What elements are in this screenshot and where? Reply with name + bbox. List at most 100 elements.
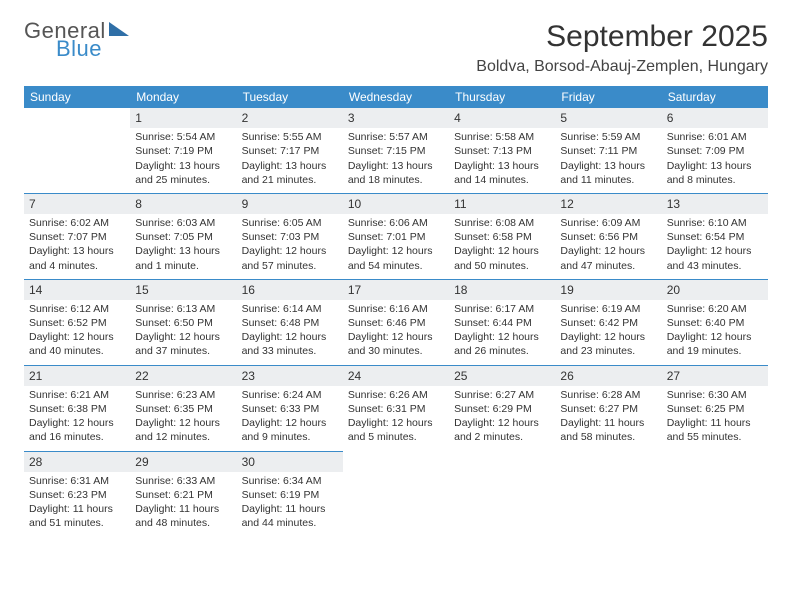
calendar-cell: 11Sunrise: 6:08 AMSunset: 6:58 PMDayligh… <box>449 193 555 279</box>
calendar-cell: 5Sunrise: 5:59 AMSunset: 7:11 PMDaylight… <box>555 108 661 193</box>
sunset-text: Sunset: 6:58 PM <box>454 230 550 244</box>
daylight-text: and 33 minutes. <box>242 344 338 358</box>
calendar-cell: 9Sunrise: 6:05 AMSunset: 7:03 PMDaylight… <box>237 193 343 279</box>
day-number: 20 <box>662 280 768 300</box>
sunset-text: Sunset: 6:40 PM <box>667 316 763 330</box>
daylight-text: Daylight: 12 hours <box>348 330 444 344</box>
daylight-text: Daylight: 13 hours <box>29 244 125 258</box>
calendar-cell: 2Sunrise: 5:55 AMSunset: 7:17 PMDaylight… <box>237 108 343 193</box>
daylight-text: Daylight: 13 hours <box>135 159 231 173</box>
calendar-cell: 8Sunrise: 6:03 AMSunset: 7:05 PMDaylight… <box>130 193 236 279</box>
sunrise-text: Sunrise: 6:21 AM <box>29 388 125 402</box>
daylight-text: and 54 minutes. <box>348 259 444 273</box>
daylight-text: and 50 minutes. <box>454 259 550 273</box>
daylight-text: and 25 minutes. <box>135 173 231 187</box>
daylight-text: and 21 minutes. <box>242 173 338 187</box>
calendar-cell: 20Sunrise: 6:20 AMSunset: 6:40 PMDayligh… <box>662 279 768 365</box>
calendar-cell: 23Sunrise: 6:24 AMSunset: 6:33 PMDayligh… <box>237 365 343 451</box>
sunset-text: Sunset: 6:52 PM <box>29 316 125 330</box>
calendar-cell: 4Sunrise: 5:58 AMSunset: 7:13 PMDaylight… <box>449 108 555 193</box>
daylight-text: Daylight: 13 hours <box>348 159 444 173</box>
day-number: 25 <box>449 366 555 386</box>
daylight-text: Daylight: 12 hours <box>29 330 125 344</box>
day-number: 6 <box>662 108 768 128</box>
calendar-cell: 28Sunrise: 6:31 AMSunset: 6:23 PMDayligh… <box>24 451 130 536</box>
weekday-header: Sunday <box>24 86 130 108</box>
day-number: 26 <box>555 366 661 386</box>
calendar-cell <box>24 108 130 193</box>
sunset-text: Sunset: 6:23 PM <box>29 488 125 502</box>
sunset-text: Sunset: 6:42 PM <box>560 316 656 330</box>
calendar-row: 14Sunrise: 6:12 AMSunset: 6:52 PMDayligh… <box>24 279 768 365</box>
day-number: 11 <box>449 194 555 214</box>
sunrise-text: Sunrise: 6:19 AM <box>560 302 656 316</box>
sunrise-text: Sunrise: 6:27 AM <box>454 388 550 402</box>
day-number: 18 <box>449 280 555 300</box>
daylight-text: and 11 minutes. <box>560 173 656 187</box>
calendar-cell: 25Sunrise: 6:27 AMSunset: 6:29 PMDayligh… <box>449 365 555 451</box>
sunset-text: Sunset: 7:09 PM <box>667 144 763 158</box>
sunrise-text: Sunrise: 6:02 AM <box>29 216 125 230</box>
daylight-text: Daylight: 12 hours <box>135 330 231 344</box>
daylight-text: and 51 minutes. <box>29 516 125 530</box>
daylight-text: Daylight: 12 hours <box>242 330 338 344</box>
calendar-cell: 19Sunrise: 6:19 AMSunset: 6:42 PMDayligh… <box>555 279 661 365</box>
sunset-text: Sunset: 6:33 PM <box>242 402 338 416</box>
day-number: 13 <box>662 194 768 214</box>
day-number: 27 <box>662 366 768 386</box>
day-number: 5 <box>555 108 661 128</box>
calendar-cell <box>449 451 555 536</box>
daylight-text: Daylight: 11 hours <box>560 416 656 430</box>
sunrise-text: Sunrise: 6:14 AM <box>242 302 338 316</box>
sunset-text: Sunset: 6:25 PM <box>667 402 763 416</box>
sunrise-text: Sunrise: 5:54 AM <box>135 130 231 144</box>
sunset-text: Sunset: 6:54 PM <box>667 230 763 244</box>
daylight-text: Daylight: 13 hours <box>454 159 550 173</box>
calendar-row: 28Sunrise: 6:31 AMSunset: 6:23 PMDayligh… <box>24 451 768 536</box>
weekday-header: Thursday <box>449 86 555 108</box>
sunset-text: Sunset: 6:35 PM <box>135 402 231 416</box>
sunrise-text: Sunrise: 6:13 AM <box>135 302 231 316</box>
page-header: General Blue September 2025 Boldva, Bors… <box>24 20 768 76</box>
sunrise-text: Sunrise: 6:34 AM <box>242 474 338 488</box>
daylight-text: Daylight: 13 hours <box>242 159 338 173</box>
sunset-text: Sunset: 7:17 PM <box>242 144 338 158</box>
daylight-text: and 37 minutes. <box>135 344 231 358</box>
day-number: 23 <box>237 366 343 386</box>
daylight-text: and 9 minutes. <box>242 430 338 444</box>
sunset-text: Sunset: 6:46 PM <box>348 316 444 330</box>
weekday-header: Monday <box>130 86 236 108</box>
daylight-text: Daylight: 11 hours <box>667 416 763 430</box>
sunset-text: Sunset: 7:05 PM <box>135 230 231 244</box>
sunrise-text: Sunrise: 6:26 AM <box>348 388 444 402</box>
daylight-text: Daylight: 12 hours <box>560 330 656 344</box>
daylight-text: Daylight: 12 hours <box>135 416 231 430</box>
calendar-cell: 1Sunrise: 5:54 AMSunset: 7:19 PMDaylight… <box>130 108 236 193</box>
sunrise-text: Sunrise: 6:28 AM <box>560 388 656 402</box>
day-number: 22 <box>130 366 236 386</box>
day-number: 4 <box>449 108 555 128</box>
calendar-cell: 14Sunrise: 6:12 AMSunset: 6:52 PMDayligh… <box>24 279 130 365</box>
sunrise-text: Sunrise: 6:16 AM <box>348 302 444 316</box>
calendar-cell: 12Sunrise: 6:09 AMSunset: 6:56 PMDayligh… <box>555 193 661 279</box>
calendar-cell: 26Sunrise: 6:28 AMSunset: 6:27 PMDayligh… <box>555 365 661 451</box>
daylight-text: Daylight: 12 hours <box>242 416 338 430</box>
day-number: 28 <box>24 452 130 472</box>
daylight-text: Daylight: 13 hours <box>560 159 656 173</box>
sunrise-text: Sunrise: 6:09 AM <box>560 216 656 230</box>
sunrise-text: Sunrise: 5:59 AM <box>560 130 656 144</box>
daylight-text: and 43 minutes. <box>667 259 763 273</box>
calendar-cell: 15Sunrise: 6:13 AMSunset: 6:50 PMDayligh… <box>130 279 236 365</box>
daylight-text: and 16 minutes. <box>29 430 125 444</box>
daylight-text: and 44 minutes. <box>242 516 338 530</box>
month-title: September 2025 <box>476 20 768 54</box>
daylight-text: and 58 minutes. <box>560 430 656 444</box>
calendar-cell: 17Sunrise: 6:16 AMSunset: 6:46 PMDayligh… <box>343 279 449 365</box>
sunset-text: Sunset: 6:19 PM <box>242 488 338 502</box>
sunset-text: Sunset: 7:13 PM <box>454 144 550 158</box>
daylight-text: Daylight: 13 hours <box>667 159 763 173</box>
day-number: 15 <box>130 280 236 300</box>
sunrise-text: Sunrise: 6:17 AM <box>454 302 550 316</box>
sunrise-text: Sunrise: 6:12 AM <box>29 302 125 316</box>
calendar-cell <box>555 451 661 536</box>
